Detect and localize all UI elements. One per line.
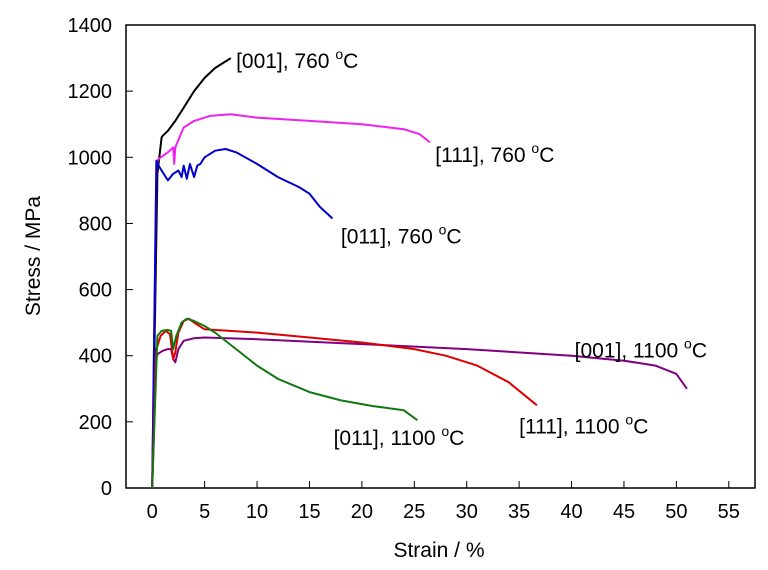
x-tick-label: 40 <box>560 501 582 523</box>
x-axis-label: Strain / % <box>393 539 484 562</box>
series-annotation: [001], 760 oC <box>236 46 358 73</box>
y-axis-ticks: 0 200 400 600 800 1000 1200 1400 <box>68 15 133 500</box>
x-tick-label: 10 <box>246 501 268 523</box>
x-tick-label: 20 <box>351 501 373 523</box>
series-annotation: [011], 1100 oC <box>334 423 465 450</box>
series-annotation: [111], 1100 oC <box>519 411 648 438</box>
y-tick-label: 400 <box>79 346 112 368</box>
x-tick-label: 25 <box>403 501 425 523</box>
y-tick-label: 1400 <box>68 15 113 37</box>
x-axis-ticks: 0 5 10 15 20 25 30 35 40 45 50 55 <box>147 481 740 523</box>
x-tick-label: 35 <box>508 501 530 523</box>
y-tick-label: 600 <box>79 280 112 302</box>
x-tick-label: 5 <box>199 501 210 523</box>
x-tick-label: 55 <box>718 501 740 523</box>
x-tick-label: 15 <box>298 501 320 523</box>
series-annotation: [001], 1100 oC <box>575 335 707 362</box>
series-line-2 <box>151 148 334 489</box>
series-annotation: [111], 760 oC <box>435 140 554 167</box>
series-line-1 <box>151 113 431 489</box>
y-tick-label: 1000 <box>68 147 113 169</box>
x-tick-label: 50 <box>665 501 687 523</box>
y-tick-label: 800 <box>79 213 112 235</box>
series-line-0 <box>151 57 232 489</box>
plot-frame <box>125 24 756 489</box>
y-axis-label: Stress / MPa <box>22 196 45 317</box>
series-line-3 <box>151 336 688 489</box>
annotation-layer: [001], 760 oC [111], 760 oC [011], 760 oC [… <box>236 46 707 450</box>
y-tick-label: 0 <box>101 478 112 500</box>
series-line-5 <box>151 317 418 489</box>
x-tick-label: 0 <box>147 501 158 523</box>
y-tick-label: 200 <box>79 412 112 434</box>
series-layer <box>151 57 688 489</box>
x-tick-label: 30 <box>456 501 478 523</box>
y-tick-label: 1200 <box>68 81 113 103</box>
x-tick-label: 45 <box>613 501 635 523</box>
series-annotation: [011], 760 oC <box>341 221 462 248</box>
